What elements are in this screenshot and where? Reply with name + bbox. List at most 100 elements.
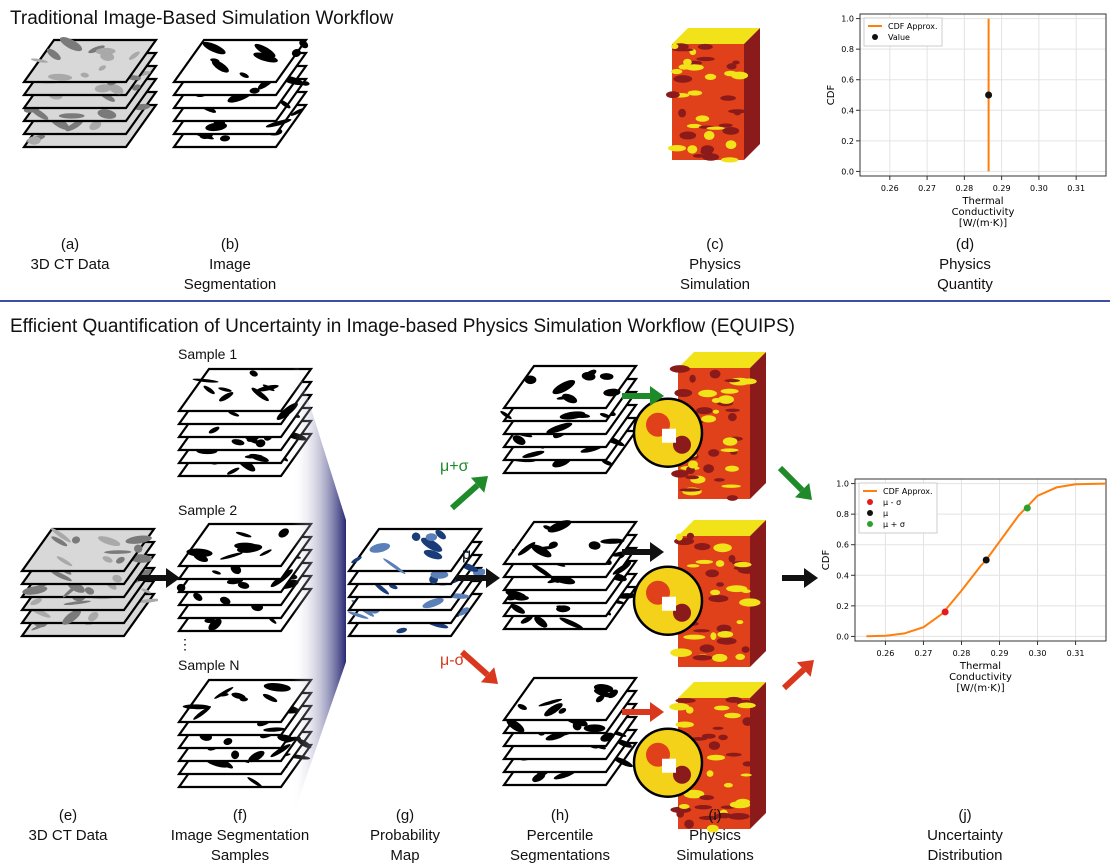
top-title: Traditional Image-Based Simulation Workf… xyxy=(10,8,394,29)
simulation-mean xyxy=(630,510,780,675)
caption-e: (e) 3D CT Data xyxy=(28,807,108,844)
y-tick-label: 0.8 xyxy=(841,45,854,54)
sample-1-label: Sample 1 xyxy=(178,346,238,362)
ct-slice-stack-graphic xyxy=(19,527,161,638)
y-tick-label: 0.0 xyxy=(836,632,849,641)
y-tick-label: 0.4 xyxy=(841,106,854,115)
y-tick-label: 1.0 xyxy=(841,15,854,24)
cdf-chart-bottom: 0.26 0.27 0.28 0.29 0.30 0.31 0.0 0.2 0.4 0.6 0.8 1… xyxy=(821,478,1107,694)
ct-stack-top xyxy=(20,36,160,166)
chart-legend: CDF Approx. Value xyxy=(863,17,943,47)
arrow-sim-mean-to-chart xyxy=(782,568,818,588)
caption-j: (j) Uncertainty Distribution xyxy=(927,807,1003,864)
legend-entry: μ xyxy=(883,509,888,518)
heat-cube-graphic xyxy=(632,520,766,667)
x-tick-label: 0.28 xyxy=(955,184,973,193)
plot-frame xyxy=(854,478,1107,642)
x-tick-label: 0.29 xyxy=(991,649,1009,658)
caption-b: (b) Image Segmentation xyxy=(183,236,277,293)
seg-slice-stack-graphic xyxy=(176,522,314,633)
legend-entry: CDF Approx. xyxy=(888,22,938,31)
seg-slice-stack-graphic xyxy=(176,678,314,789)
seg-slice-stack-graphic xyxy=(171,38,310,149)
x-tick-label: 0.31 xyxy=(1067,649,1085,658)
branch-label-minus: μ-σ xyxy=(440,652,465,669)
data-point xyxy=(982,556,990,564)
y-tick-label: 0.6 xyxy=(836,541,849,550)
heat-cube-graphic xyxy=(632,682,766,833)
branch-label-plus: μ+σ xyxy=(440,458,469,475)
segmentation-minus-sigma xyxy=(500,674,640,804)
y-tick-label: 0.4 xyxy=(836,571,849,580)
y-tick-label: 0.2 xyxy=(836,602,849,611)
caption-i: (i) Physics Simulations xyxy=(676,807,754,864)
seg-slice-stack-graphic xyxy=(176,367,314,478)
legend-entry: CDF Approx. xyxy=(883,487,933,496)
seg-slice-stack-graphic xyxy=(501,520,639,631)
sample-2-stack xyxy=(175,520,315,650)
legend-entry: μ - σ xyxy=(883,498,901,507)
prob-slice-stack-graphic xyxy=(346,527,487,638)
ct-stack-bottom xyxy=(18,525,161,655)
x-tick-label: 0.31 xyxy=(1067,184,1085,193)
chart-legend: CDF Approx. μ - σ μ μ + σ xyxy=(858,482,938,534)
caption-d: (d) Physics Quantity xyxy=(937,236,993,293)
caption-f: (f) Image Segmentation Samples xyxy=(170,807,310,864)
data-point xyxy=(1023,504,1031,512)
x-tick-label: 0.26 xyxy=(877,649,895,658)
x-axis-label: [W/(m·K)] xyxy=(959,218,1007,229)
legend-entry: μ + σ xyxy=(883,520,905,529)
simulation-minus-sigma xyxy=(630,672,780,837)
legend-entry: Value xyxy=(888,33,910,42)
segmentation-plus-sigma xyxy=(500,362,640,492)
aggregation-funnel xyxy=(292,348,346,818)
bottom-title: Efficient Quantification of Uncertainty … xyxy=(10,316,795,337)
sample-ellipsis: ⋮ xyxy=(178,636,192,652)
x-axis-label: Thermal xyxy=(959,661,1001,672)
heat-cube-graphic xyxy=(666,28,760,163)
y-tick-label: 0.8 xyxy=(836,510,849,519)
caption-h: (h) Percentile Segmentations xyxy=(509,807,611,864)
sample-n-stack xyxy=(175,676,315,806)
data-point xyxy=(985,91,993,99)
x-tick-label: 0.30 xyxy=(1029,649,1047,658)
cdf-chart-top: 0.26 0.27 0.28 0.29 0.30 0.31 0.0 0.2 0.4 0.6 0.8 1… xyxy=(826,13,1107,229)
ct-slice-stack-graphic xyxy=(21,37,159,149)
sample-2-label: Sample 2 xyxy=(178,502,238,518)
seg-slice-stack-graphic xyxy=(500,364,639,475)
arrow-minus-to-sim xyxy=(622,702,664,722)
segmentation-stack-top xyxy=(170,36,310,166)
y-tick-label: 0.0 xyxy=(841,167,854,176)
y-tick-label: 0.6 xyxy=(841,76,854,85)
sample-1-stack xyxy=(175,365,315,495)
x-tick-label: 0.26 xyxy=(881,184,899,193)
y-tick-label: 1.0 xyxy=(836,480,849,489)
probability-map-stack xyxy=(345,525,487,655)
x-tick-label: 0.30 xyxy=(1030,184,1048,193)
y-axis-label: CDF xyxy=(821,550,832,571)
x-tick-label: 0.29 xyxy=(993,184,1011,193)
arrow-prob-to-plus xyxy=(450,476,488,511)
simulation-cube-top xyxy=(650,18,770,168)
segmentation-mean xyxy=(500,518,640,648)
x-axis-label: Conductivity xyxy=(952,207,1015,218)
plot-frame xyxy=(859,13,1107,177)
arrow-prob-to-mean xyxy=(456,568,500,588)
arrow-sim-minus-to-chart xyxy=(781,660,814,691)
cdf-series-line xyxy=(866,482,1107,638)
arrow-sim-plus-to-chart xyxy=(777,465,812,500)
caption-c: (c) Physics Simulation xyxy=(679,236,751,293)
x-tick-label: 0.27 xyxy=(915,649,933,658)
y-tick-label: 0.2 xyxy=(841,137,854,146)
sample-n-label: Sample N xyxy=(178,657,240,673)
simulation-plus-sigma xyxy=(630,342,780,507)
caption-g: (g) Probability Map xyxy=(369,807,441,864)
x-axis-label: [W/(m·K)] xyxy=(956,683,1004,694)
section-divider xyxy=(0,300,1110,302)
x-axis-label: Conductivity xyxy=(949,672,1012,683)
x-axis-label: Thermal xyxy=(961,196,1003,207)
heat-cube-graphic xyxy=(632,352,766,501)
caption-a: (a) 3D CT Data xyxy=(30,236,110,273)
